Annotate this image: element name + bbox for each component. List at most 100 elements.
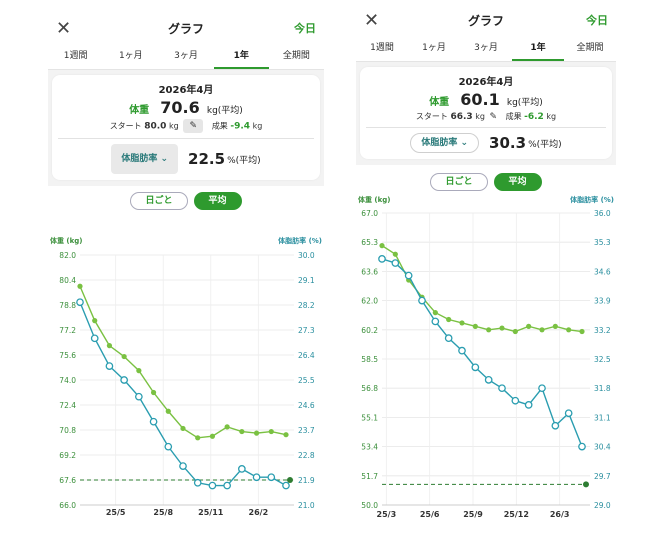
weight-point bbox=[253, 430, 260, 436]
chevron-down-icon: ⌄ bbox=[160, 154, 169, 164]
weight-point bbox=[92, 318, 98, 324]
tab-all[interactable]: 全期間 bbox=[576, 43, 604, 53]
fat-point bbox=[498, 384, 506, 393]
start-value: 66.3 bbox=[450, 112, 473, 122]
tab-all[interactable]: 全期間 bbox=[282, 51, 310, 61]
weight-point bbox=[526, 323, 532, 329]
tab-1week[interactable]: 1週間 bbox=[63, 51, 88, 61]
x-tick-label: 26/3 bbox=[550, 510, 570, 519]
daily-toggle-button[interactable]: 日ごと bbox=[130, 192, 188, 210]
fat-point bbox=[418, 296, 426, 305]
right-tick-label: 23.7 bbox=[298, 426, 315, 435]
left-tick-label: 58.5 bbox=[361, 355, 378, 364]
fat-point bbox=[238, 465, 246, 473]
right-tick-label: 31.8 bbox=[594, 384, 611, 393]
fat-point bbox=[471, 363, 480, 372]
x-tick-label: 26/2 bbox=[249, 508, 269, 517]
left-tick-label: 51.7 bbox=[361, 472, 378, 481]
left-tick-label: 55.1 bbox=[361, 413, 378, 422]
weight-point bbox=[209, 433, 216, 439]
left-tick-label: 69.2 bbox=[59, 451, 76, 460]
left-tick-label: 78.8 bbox=[59, 301, 76, 310]
x-tick-label: 25/11 bbox=[198, 508, 224, 517]
summary-area: 2026年4月 体重 70.6 kg(平均) スタート 80.0 kg ✎ 成果… bbox=[48, 70, 324, 186]
close-icon[interactable]: ✕ bbox=[56, 18, 72, 39]
fat-point bbox=[524, 401, 533, 409]
daily-toggle-button[interactable]: 日ごと bbox=[430, 173, 488, 191]
weight-point bbox=[459, 320, 465, 326]
average-toggle-button[interactable]: 平均 bbox=[493, 173, 542, 191]
right-tick-label: 29.0 bbox=[594, 501, 611, 510]
summary-card: 2026年4月 体重 60.1 kg(平均) スタート 66.3 kg ✎ 成果… bbox=[360, 67, 612, 159]
fat-point bbox=[404, 271, 413, 280]
pencil-icon[interactable]: ✎ bbox=[489, 112, 498, 122]
left-tick-label: 75.6 bbox=[59, 351, 76, 360]
fat-point bbox=[135, 392, 143, 401]
x-tick-label: 25/5 bbox=[106, 508, 126, 517]
divider bbox=[58, 138, 314, 139]
start-label: スタート bbox=[109, 121, 142, 131]
divider bbox=[366, 127, 606, 128]
fat-point bbox=[551, 421, 560, 430]
left-tick-label: 62.0 bbox=[361, 297, 378, 306]
screen-title: グラフ bbox=[467, 14, 504, 28]
fat-point bbox=[164, 442, 173, 451]
today-button[interactable]: 今日 bbox=[586, 14, 608, 27]
right-tick-label: 28.2 bbox=[298, 301, 315, 310]
weight-point bbox=[512, 328, 518, 335]
left-tick-label: 65.3 bbox=[361, 238, 378, 247]
right-tick-label: 33.2 bbox=[594, 326, 611, 335]
result-unit: kg bbox=[546, 112, 557, 121]
right-tick-label: 24.6 bbox=[298, 401, 315, 410]
fat-select-label: 体脂肪率 bbox=[421, 138, 458, 148]
tab-3months[interactable]: 3ヶ月 bbox=[474, 43, 498, 53]
left-tick-label: 66.0 bbox=[59, 501, 76, 510]
close-icon[interactable]: ✕ bbox=[364, 10, 380, 31]
fat-select-dropdown[interactable]: 体脂肪率 ⌄ bbox=[111, 144, 179, 174]
fat-point bbox=[120, 376, 128, 384]
left-tick-label: 80.4 bbox=[59, 276, 76, 285]
start-unit: kg bbox=[169, 121, 179, 131]
result-unit: kg bbox=[252, 121, 263, 131]
tab-1month[interactable]: 1ヶ月 bbox=[118, 51, 143, 61]
left-axis-title: 体重 (kg) bbox=[358, 195, 391, 204]
x-tick-label: 25/6 bbox=[420, 510, 440, 519]
tab-1year[interactable]: 1年 bbox=[512, 36, 564, 61]
fat-point bbox=[391, 259, 400, 267]
fat-point bbox=[223, 481, 231, 490]
weight-value: 60.1 bbox=[460, 90, 500, 109]
left-tick-label: 77.2 bbox=[59, 326, 76, 335]
graph-screen-right: ✕ グラフ 今日 1週間 1ヶ月 3ヶ月 1年 全期間 2026年4月 体重 6… bbox=[356, 0, 616, 559]
weight-point bbox=[472, 323, 478, 329]
right-tick-label: 32.5 bbox=[594, 355, 611, 364]
left-tick-label: 56.8 bbox=[361, 384, 378, 393]
month-label: 2026年4月 bbox=[458, 77, 514, 88]
left-axis-title: 体重 (kg) bbox=[50, 236, 83, 245]
graph-screen-left: ✕ グラフ 今日 1週間 1ヶ月 3ヶ月 1年 全期間 2026年4月 体重 7… bbox=[48, 0, 324, 559]
weight-label: 体重 bbox=[129, 105, 150, 116]
weight-point bbox=[268, 428, 274, 435]
weight-fat-chart: 体重 (kg) 体脂肪率 (%) 67.0 36.0 65.3 35.3 63.6 34.6 6… bbox=[358, 195, 614, 519]
fat-series-line bbox=[381, 258, 583, 447]
fat-select-dropdown[interactable]: 体脂肪率 ⌄ bbox=[410, 133, 480, 153]
today-button[interactable]: 今日 bbox=[294, 22, 316, 35]
fat-point bbox=[179, 462, 187, 470]
weight-point bbox=[165, 408, 171, 414]
fat-value: 30.3 bbox=[489, 134, 527, 152]
view-toggle: 日ごと 平均 bbox=[48, 192, 324, 212]
tab-3months[interactable]: 3ヶ月 bbox=[174, 51, 198, 61]
weight-series-line bbox=[381, 245, 583, 333]
weight-unit: kg(平均) bbox=[506, 98, 543, 108]
tab-1month[interactable]: 1ヶ月 bbox=[422, 43, 446, 53]
left-tick-label: 72.4 bbox=[59, 401, 76, 410]
stats-row: スタート 80.0 kg ✎ 成果 -9.4 kg bbox=[58, 119, 314, 133]
weight-point bbox=[239, 428, 245, 435]
pencil-icon[interactable]: ✎ bbox=[183, 119, 204, 133]
weight-row: 体重 60.1 kg(平均) bbox=[366, 90, 606, 109]
tab-1year[interactable]: 1年 bbox=[213, 44, 269, 69]
start-unit: kg bbox=[475, 112, 485, 121]
left-tick-label: 60.2 bbox=[361, 326, 378, 335]
tab-1week[interactable]: 1週間 bbox=[370, 43, 394, 53]
average-toggle-button[interactable]: 平均 bbox=[193, 192, 242, 210]
fat-point bbox=[252, 473, 261, 482]
